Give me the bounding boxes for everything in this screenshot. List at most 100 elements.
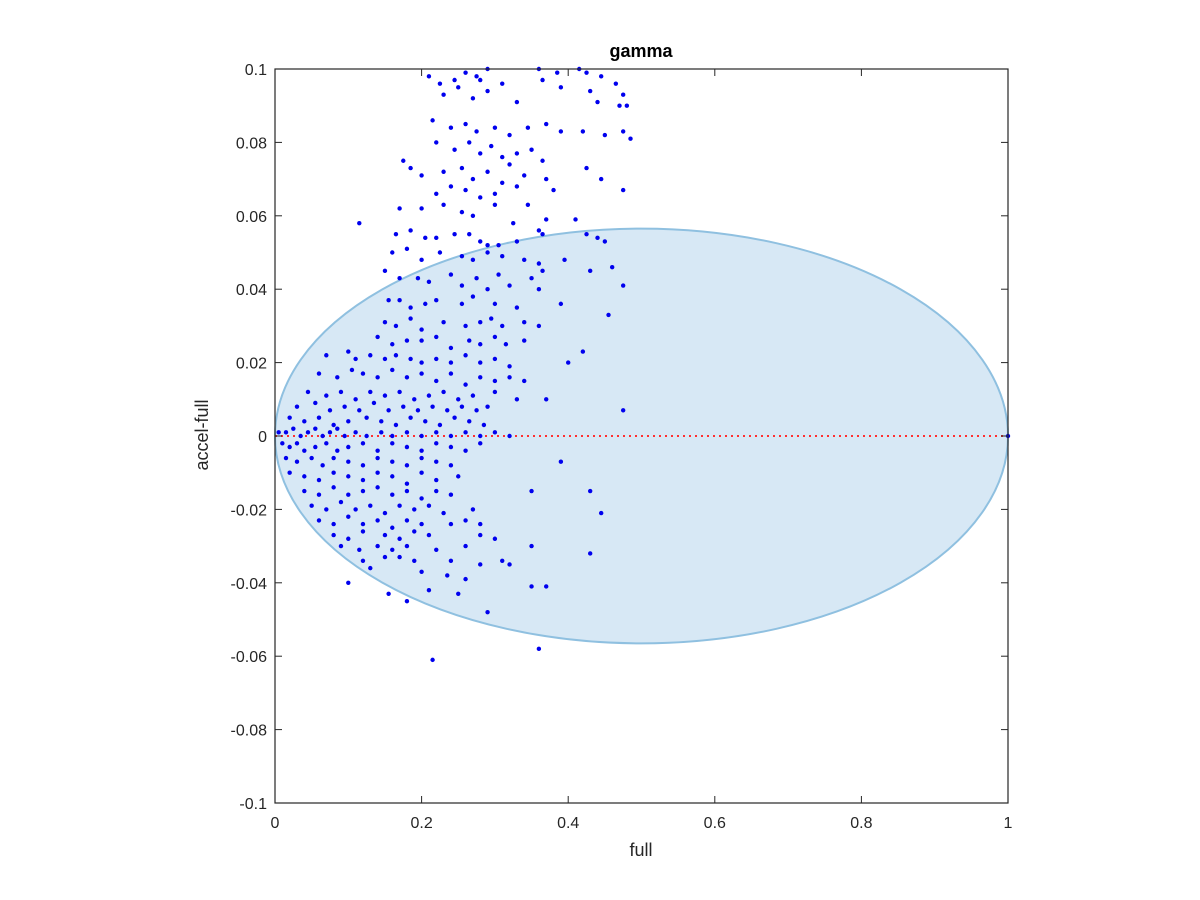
data-point bbox=[368, 565, 373, 571]
data-point bbox=[525, 125, 531, 130]
data-point bbox=[492, 356, 498, 362]
data-point bbox=[474, 408, 479, 413]
data-point bbox=[463, 70, 468, 75]
data-point bbox=[463, 576, 468, 582]
data-point bbox=[485, 169, 490, 174]
data-point bbox=[375, 543, 380, 549]
data-point bbox=[419, 371, 424, 376]
data-point bbox=[404, 481, 410, 486]
data-point bbox=[390, 459, 395, 464]
data-point bbox=[426, 587, 432, 593]
data-point bbox=[492, 378, 498, 384]
data-point bbox=[470, 507, 476, 512]
y-tick-label: 0.02 bbox=[236, 356, 267, 373]
data-point bbox=[587, 551, 593, 556]
data-point bbox=[584, 70, 589, 75]
data-point bbox=[379, 430, 384, 435]
data-point bbox=[316, 518, 322, 523]
data-point bbox=[434, 334, 439, 340]
data-point bbox=[598, 74, 604, 79]
data-point bbox=[536, 287, 542, 292]
data-point bbox=[390, 342, 395, 347]
data-point bbox=[478, 521, 483, 527]
x-tick-label: 0.6 bbox=[704, 815, 726, 832]
data-point bbox=[434, 298, 439, 303]
data-point bbox=[620, 283, 626, 288]
data-point bbox=[448, 360, 454, 365]
data-point bbox=[522, 173, 527, 178]
data-point bbox=[305, 430, 311, 435]
data-point bbox=[346, 349, 351, 354]
data-point bbox=[573, 217, 578, 222]
data-point bbox=[478, 433, 483, 439]
data-point bbox=[408, 228, 413, 233]
data-point bbox=[390, 525, 395, 530]
data-point bbox=[558, 301, 564, 307]
data-point bbox=[467, 231, 472, 237]
data-point bbox=[478, 77, 483, 83]
data-point bbox=[419, 521, 424, 527]
data-point bbox=[492, 301, 498, 307]
data-point bbox=[423, 301, 428, 307]
data-point bbox=[346, 514, 351, 519]
data-point bbox=[507, 375, 512, 380]
data-point bbox=[551, 187, 556, 193]
data-point bbox=[386, 408, 391, 413]
data-point bbox=[302, 419, 307, 424]
data-point bbox=[459, 404, 465, 409]
data-point bbox=[346, 492, 351, 497]
data-point bbox=[470, 96, 476, 101]
data-point bbox=[606, 312, 611, 318]
data-point bbox=[536, 646, 542, 652]
data-point bbox=[529, 147, 534, 152]
data-point bbox=[478, 320, 483, 325]
data-point bbox=[496, 272, 501, 277]
data-point bbox=[463, 323, 468, 329]
data-point bbox=[448, 125, 454, 130]
data-point bbox=[375, 485, 380, 490]
data-point bbox=[357, 220, 362, 226]
data-point bbox=[507, 433, 512, 439]
data-point bbox=[470, 257, 476, 263]
data-point bbox=[368, 503, 373, 508]
data-point bbox=[327, 408, 333, 413]
data-point bbox=[456, 397, 461, 402]
data-point bbox=[397, 206, 402, 211]
data-point bbox=[316, 492, 322, 497]
data-point bbox=[536, 228, 542, 233]
data-point bbox=[511, 220, 516, 226]
data-point bbox=[522, 338, 527, 343]
data-point bbox=[463, 353, 468, 358]
data-point bbox=[357, 408, 362, 413]
data-point bbox=[441, 202, 446, 207]
data-point bbox=[408, 165, 413, 171]
data-point bbox=[390, 547, 395, 552]
data-point bbox=[309, 455, 314, 461]
data-point bbox=[419, 338, 424, 343]
data-point bbox=[397, 554, 402, 560]
data-point bbox=[478, 441, 483, 446]
data-point bbox=[346, 474, 351, 479]
data-point bbox=[595, 99, 600, 105]
data-point bbox=[360, 477, 366, 483]
data-point bbox=[415, 408, 421, 413]
data-point bbox=[331, 521, 336, 527]
data-point bbox=[540, 77, 545, 83]
data-point bbox=[587, 488, 593, 494]
data-point bbox=[507, 132, 512, 138]
x-axis-label: full bbox=[629, 840, 652, 860]
data-point bbox=[562, 257, 567, 263]
data-point bbox=[346, 419, 351, 424]
data-point bbox=[441, 169, 446, 174]
data-point bbox=[474, 275, 479, 281]
x-tick-label: 0 bbox=[271, 815, 280, 832]
data-point bbox=[305, 389, 311, 395]
data-point bbox=[419, 448, 424, 453]
data-point bbox=[382, 320, 388, 325]
data-point bbox=[584, 231, 589, 237]
data-point bbox=[313, 444, 318, 450]
data-point bbox=[360, 488, 366, 494]
data-point bbox=[375, 375, 380, 380]
data-point bbox=[401, 404, 406, 409]
data-point bbox=[540, 268, 545, 274]
